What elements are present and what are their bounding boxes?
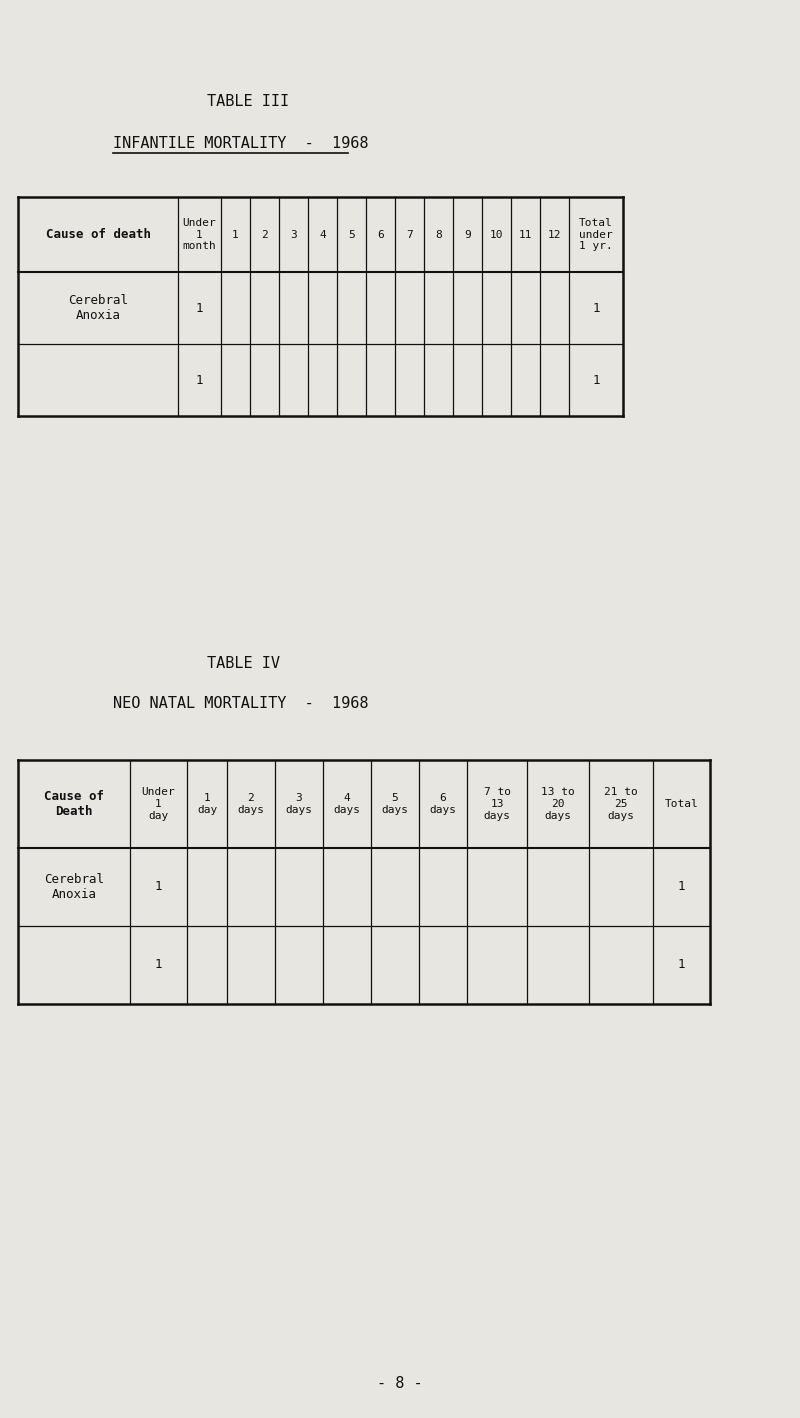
Text: 7 to
13
days: 7 to 13 days (483, 787, 510, 821)
Text: 11: 11 (518, 230, 532, 240)
Text: - 8 -: - 8 - (377, 1375, 423, 1391)
Text: 3: 3 (290, 230, 297, 240)
Text: 8: 8 (435, 230, 442, 240)
Text: 1: 1 (592, 302, 600, 315)
Text: Cerebral
Anoxia: Cerebral Anoxia (68, 294, 128, 322)
Text: 1: 1 (678, 881, 686, 893)
Text: Cerebral
Anoxia: Cerebral Anoxia (44, 873, 104, 900)
Text: Under
1
day: Under 1 day (142, 787, 175, 821)
Text: 2
days: 2 days (238, 793, 265, 815)
Text: TABLE IV: TABLE IV (207, 655, 280, 671)
Text: 1
day: 1 day (197, 793, 217, 815)
Text: 7: 7 (406, 230, 413, 240)
Text: 1: 1 (196, 373, 203, 387)
Text: 1: 1 (154, 881, 162, 893)
Text: 1: 1 (196, 302, 203, 315)
Text: 2: 2 (261, 230, 268, 240)
Text: 21 to
25
days: 21 to 25 days (604, 787, 638, 821)
Text: NEO NATAL MORTALITY  -  1968: NEO NATAL MORTALITY - 1968 (113, 695, 369, 710)
Text: Cause of
Death: Cause of Death (44, 790, 104, 818)
Text: TABLE III: TABLE III (207, 95, 289, 109)
Text: Total
under
1 yr.: Total under 1 yr. (579, 218, 613, 251)
Text: 10: 10 (490, 230, 503, 240)
Text: Total: Total (665, 798, 698, 810)
Text: 4: 4 (319, 230, 326, 240)
Text: 6: 6 (377, 230, 384, 240)
Text: Under
1
month: Under 1 month (182, 218, 216, 251)
Text: INFANTILE MORTALITY  -  1968: INFANTILE MORTALITY - 1968 (113, 136, 369, 150)
Text: 4
days: 4 days (334, 793, 361, 815)
Text: 5: 5 (348, 230, 355, 240)
Text: 12: 12 (548, 230, 562, 240)
Text: 1: 1 (232, 230, 239, 240)
Text: 1: 1 (678, 959, 686, 971)
Text: 13 to
20
days: 13 to 20 days (541, 787, 575, 821)
Text: 3
days: 3 days (286, 793, 313, 815)
Text: 6
days: 6 days (430, 793, 457, 815)
Text: 5
days: 5 days (382, 793, 409, 815)
Text: 1: 1 (154, 959, 162, 971)
Text: 1: 1 (592, 373, 600, 387)
Text: Cause of death: Cause of death (46, 228, 150, 241)
Text: 9: 9 (464, 230, 471, 240)
